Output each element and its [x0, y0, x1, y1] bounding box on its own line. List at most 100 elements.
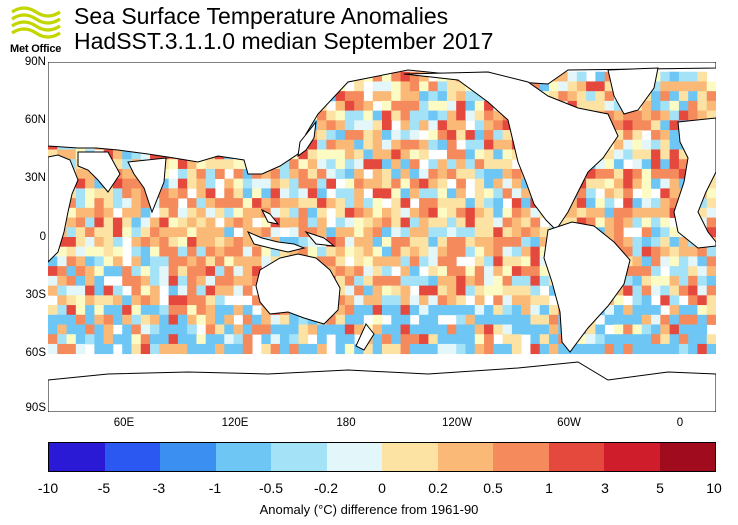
- anomaly-cell: [94, 256, 105, 267]
- anomaly-cell: [697, 266, 708, 277]
- anomaly-cell: [484, 207, 494, 218]
- anomaly-cell: [660, 256, 671, 267]
- anomaly-cell: [419, 188, 429, 199]
- anomaly-cell: [150, 266, 160, 277]
- anomaly-cell: [484, 256, 494, 267]
- colorbar-caption: Anomaly (°C) difference from 1961-90: [259, 502, 479, 517]
- anomaly-cell: [595, 91, 606, 102]
- anomaly-cell: [539, 314, 550, 325]
- anomaly-cell: [511, 246, 522, 257]
- anomaly-cell: [48, 256, 58, 267]
- anomaly-cell: [660, 110, 671, 121]
- anomaly-cell: [409, 188, 420, 199]
- anomaly-cell: [150, 343, 160, 355]
- anomaly-cell: [131, 324, 142, 335]
- anomaly-cell: [279, 168, 290, 180]
- anomaly-cell: [233, 256, 244, 267]
- anomaly-cell: [270, 334, 281, 345]
- anomaly-cell: [604, 334, 615, 345]
- anomaly-cell: [409, 334, 420, 345]
- anomaly-cell: [604, 227, 615, 238]
- anomaly-cell: [150, 314, 160, 325]
- anomaly-cell: [669, 139, 680, 150]
- anomaly-cell: [419, 81, 429, 92]
- anomaly-cell: [706, 256, 716, 267]
- anomaly-cell: [623, 237, 633, 248]
- anomaly-cell: [437, 217, 448, 228]
- anomaly-cell: [419, 295, 429, 306]
- anomaly-cell: [493, 227, 504, 238]
- anomaly-cell: [613, 149, 624, 160]
- anomaly-cell: [521, 295, 531, 306]
- anomaly-cell: [335, 139, 346, 150]
- anomaly-cell: [382, 266, 392, 277]
- anomaly-cell: [706, 207, 716, 218]
- anomaly-cell: [363, 295, 374, 306]
- anomaly-cell: [400, 227, 411, 238]
- anomaly-cell: [66, 305, 77, 316]
- anomaly-cell: [409, 227, 420, 238]
- anomaly-cell: [651, 149, 661, 160]
- anomaly-cell: [400, 120, 411, 131]
- anomaly-cell: [252, 324, 262, 335]
- lat-label: 90N: [24, 56, 46, 68]
- anomaly-cell: [205, 217, 216, 228]
- anomaly-cell: [75, 275, 86, 287]
- anomaly-cell: [177, 334, 188, 345]
- anomaly-cell: [409, 168, 420, 180]
- anomaly-cell: [539, 81, 550, 92]
- anomaly-cell: [465, 130, 476, 141]
- anomaly-cell: [382, 159, 392, 170]
- anomaly-cell: [493, 149, 504, 160]
- anomaly-cell: [363, 275, 374, 287]
- anomaly-cell: [511, 324, 522, 335]
- anomaly-cell: [465, 275, 476, 287]
- anomaly-cell: [48, 314, 58, 325]
- anomaly-cell: [298, 159, 309, 170]
- anomaly-cell: [372, 207, 383, 218]
- anomaly-cell: [75, 324, 86, 335]
- colorbar-swatch: [215, 443, 271, 471]
- anomaly-cell: [177, 246, 188, 257]
- anomaly-cell: [446, 246, 457, 257]
- anomaly-cell: [502, 305, 513, 316]
- anomaly-cell: [354, 266, 364, 277]
- anomaly-cell: [103, 188, 114, 199]
- anomaly-cell: [697, 314, 708, 325]
- anomaly-cell: [428, 168, 439, 180]
- anomaly-cell: [335, 305, 346, 316]
- anomaly-cell: [75, 246, 86, 257]
- anomaly-cell: [493, 246, 504, 257]
- anomaly-cell: [678, 149, 689, 160]
- anomaly-cell: [623, 110, 633, 121]
- anomaly-cell: [493, 178, 504, 189]
- anomaly-cell: [502, 256, 513, 267]
- anomaly-cell: [651, 334, 661, 345]
- colorbar-tick-label: 0.5: [483, 480, 503, 496]
- anomaly-cell: [651, 159, 661, 170]
- anomaly-cell: [48, 305, 58, 316]
- anomaly-cell: [474, 139, 485, 150]
- anomaly-cell: [437, 159, 448, 170]
- colorbar-swatch: [326, 443, 382, 471]
- anomaly-cell: [372, 178, 383, 189]
- anomaly-cell: [465, 149, 476, 160]
- anomaly-cell: [539, 324, 550, 335]
- anomaly-cell: [623, 168, 633, 180]
- anomaly-cell: [669, 149, 680, 160]
- anomaly-cell: [493, 266, 504, 277]
- anomaly-cell: [382, 295, 392, 306]
- anomaly-cell: [428, 343, 439, 355]
- anomaly-cell: [354, 343, 364, 355]
- anomaly-cell: [177, 266, 188, 277]
- anomaly-cell: [168, 188, 179, 199]
- anomaly-cell: [641, 334, 652, 345]
- anomaly-cell: [140, 256, 151, 267]
- anomaly-cell: [196, 285, 207, 296]
- anomaly-cell: [279, 198, 290, 209]
- anomaly-cell: [298, 324, 309, 335]
- anomaly-cell: [261, 334, 272, 345]
- anomaly-cell: [85, 227, 95, 238]
- anomaly-cell: [205, 343, 216, 355]
- anomaly-cell: [317, 120, 327, 131]
